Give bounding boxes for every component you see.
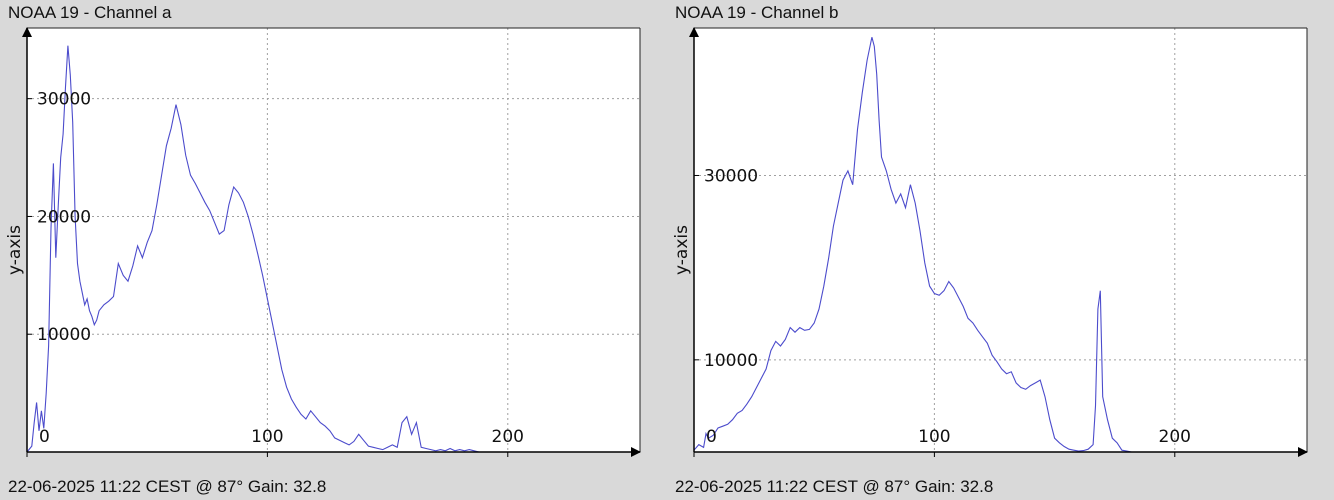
y-axis-title: y-axis: [5, 225, 25, 275]
y-tick-label: 30000: [704, 166, 758, 186]
series-line: [26, 45, 484, 453]
y-axis-arrow: [22, 27, 32, 37]
y-axis-title: y-axis: [672, 225, 692, 275]
y-tick-label: 20000: [37, 207, 91, 227]
chart-panel-b: NOAA 19 - Channel b 0 100 200 10000 30000 y-a…: [667, 0, 1334, 500]
y-tick-label: 10000: [37, 325, 91, 345]
x-axis-arrow: [1298, 447, 1308, 457]
x-tick-label: 0: [706, 427, 717, 447]
chart-footer: 22-06-2025 11:22 CEST @ 87° Gain: 32.8: [675, 477, 994, 496]
chart-footer: 22-06-2025 11:22 CEST @ 87° Gain: 32.8: [8, 477, 327, 496]
chart-plot-b: 0 100 200 10000 30000 y-axis: [672, 27, 1308, 457]
y-axis-arrow: [689, 27, 699, 37]
y-tick-label: 30000: [37, 90, 91, 110]
x-tick-label: 100: [251, 427, 283, 447]
x-tick-label: 200: [492, 427, 524, 447]
x-tick-label: 0: [39, 427, 50, 447]
plot-area: [27, 28, 640, 452]
x-axis-arrow: [631, 447, 641, 457]
chart-panel-a: NOAA 19 - Channel a 0 100 200 10000 20000 300…: [5, 3, 641, 496]
chart-title: NOAA 19 - Channel b: [675, 3, 839, 22]
series-line: [693, 37, 1132, 453]
x-tick-label: 200: [1159, 427, 1191, 447]
y-tick-label: 10000: [704, 351, 758, 371]
chart-plot-a: 0 100 200 10000 20000 30000 y-axis: [5, 27, 641, 457]
chart-title: NOAA 19 - Channel a: [8, 3, 172, 22]
plot-area: [694, 28, 1307, 452]
x-tick-label: 100: [918, 427, 950, 447]
